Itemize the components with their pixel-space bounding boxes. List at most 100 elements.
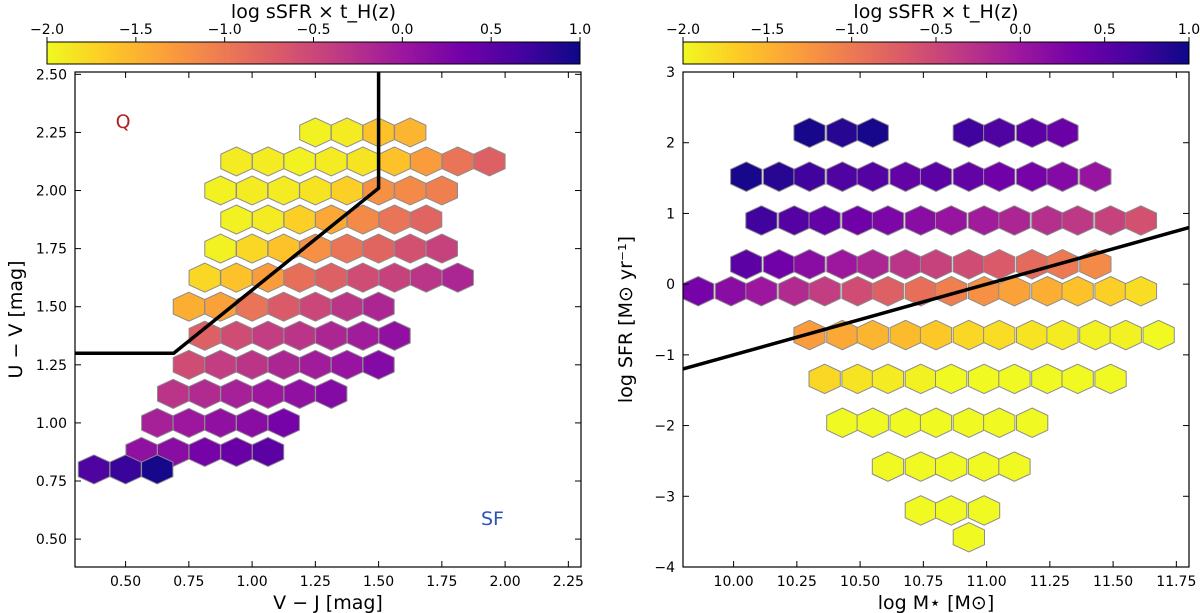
sfms-hexbin	[952, 522, 985, 553]
uvj-y-tick-label: 1.25	[36, 358, 67, 374]
uvj-x-tick-label: 2.00	[490, 574, 521, 590]
uvj-y-axis-label: U − V [mag]	[5, 261, 27, 379]
sfms-hexbin	[952, 161, 985, 192]
uvj-hexbin	[267, 349, 300, 380]
sfms-hexbin	[983, 319, 1016, 351]
uvj-hexbin	[236, 233, 269, 264]
uvj-x-tick-label: 1.00	[237, 574, 268, 590]
uvj-hexbin	[204, 349, 237, 380]
uvj-hexbin	[330, 291, 364, 322]
sfms-hexbin	[1016, 319, 1049, 351]
sfms-hexbin	[1109, 319, 1142, 351]
sfms-hexbin	[826, 117, 859, 149]
sfms-hexbin	[841, 205, 874, 236]
sfms-x-tick-label: 10.00	[714, 574, 754, 590]
sfms-hexbin	[826, 407, 859, 439]
uvj-colorbar-gradient	[46, 41, 581, 65]
sfms-hexbin	[967, 363, 1001, 395]
sfms-hexbin	[998, 363, 1031, 395]
uvj-hexbin	[378, 146, 411, 177]
uvj-colorbar-tick-label: 0.0	[391, 22, 413, 38]
uvj-region-label-sf: SF	[481, 508, 504, 530]
uvj-hexbin	[346, 320, 380, 351]
sfms-y-tick-label: −4	[654, 560, 675, 576]
uvj-hexbin	[441, 262, 474, 293]
uvj-hexbin	[315, 262, 348, 293]
sfms-hexbin	[714, 275, 748, 307]
sfms-hexbin	[745, 205, 778, 236]
sfms-hexbin	[778, 275, 811, 307]
sfms-hexbin	[952, 407, 985, 439]
sfms-hexbin	[856, 319, 889, 351]
uvj-hexbin	[204, 407, 237, 438]
sfms-hexbin	[889, 407, 922, 439]
sfms-hexbin	[793, 161, 826, 192]
uvj-hexbin	[204, 233, 237, 264]
uvj-hexbins	[77, 117, 506, 485]
uvj-hexbin	[362, 291, 395, 322]
sfms-colorbar-title: log sSFR × t_H(z)	[853, 1, 1018, 23]
sfms-hexbin	[967, 451, 1001, 482]
sfms-hexbin	[1124, 205, 1158, 236]
sfms-hexbin	[967, 205, 1001, 236]
uvj-x-tick-label: 1.25	[300, 574, 331, 590]
uvj-y-tick-label: 0.50	[36, 532, 67, 548]
sfms-y-tick-label: 1	[666, 206, 675, 222]
uvj-colorbar-tick-label: −1.5	[119, 22, 153, 38]
uvj-hexbin	[346, 262, 380, 293]
uvj-y-tick-label: 2.50	[36, 67, 67, 83]
uvj-hexbin	[236, 349, 269, 380]
sfms-hexbin	[1061, 363, 1094, 395]
uvj-hexbin	[188, 378, 221, 409]
sfms-hexbin	[998, 451, 1031, 482]
sfms-hexbin	[935, 205, 968, 236]
sfms-hexbin	[919, 319, 953, 351]
sfms-hexbin	[1079, 319, 1112, 351]
uvj-y-tick-label: 1.50	[36, 300, 67, 316]
sfms-hexbin	[1016, 161, 1049, 192]
uvj-hexbin	[204, 175, 237, 206]
sfms-x-tick-label: 10.75	[903, 574, 943, 590]
sfms-hexbin	[683, 275, 715, 307]
uvj-hexbin	[251, 378, 285, 409]
sfms-hexbin	[778, 205, 811, 236]
sfms-hexbin	[808, 275, 841, 307]
uvj-hexbin	[157, 378, 190, 409]
sfms-hexbin	[871, 205, 905, 236]
sfms-hexbin	[1031, 275, 1064, 307]
sfms-hexbin	[1061, 205, 1094, 236]
sfms-hexbin	[1016, 117, 1049, 149]
sfms-hexbin	[919, 249, 953, 280]
uvj-x-tick-label: 0.75	[173, 574, 204, 590]
uvj-hexbin	[299, 291, 332, 322]
sfms-hexbin	[967, 495, 1001, 526]
sfms-hexbin	[1079, 161, 1112, 192]
sfms-hexbin	[871, 275, 905, 307]
sfms-y-tick-label: 2	[666, 136, 675, 152]
uvj-hexbin	[251, 204, 285, 235]
sfms-hexbin	[983, 249, 1016, 280]
sfms-colorbar-tick-label: −1.5	[750, 22, 784, 38]
sfms-y-tick-label: −3	[654, 489, 675, 505]
sfms-colorbar-tick-label: −2.0	[666, 22, 700, 38]
sfms-hexbin	[871, 363, 905, 395]
uvj-hexbin	[283, 146, 316, 177]
sfms-hexbin	[998, 205, 1031, 236]
sfms-hexbin	[1046, 161, 1079, 192]
sfms-hexbin	[919, 161, 953, 192]
sfms-hexbin	[983, 117, 1016, 149]
sfms-colorbar-tick-label: 1.0	[1178, 22, 1200, 38]
sfms-x-tick-label: 11.75	[1156, 574, 1196, 590]
uvj-hexbin	[267, 175, 300, 206]
sfms-hexbin	[793, 249, 826, 280]
uvj-hexbin	[267, 407, 300, 438]
uvj-colorbar-tick-label: 0.5	[480, 22, 502, 38]
uvj-hexbin	[141, 454, 174, 485]
uvj-hexbin	[283, 204, 316, 235]
sfms-x-tick-label: 10.25	[777, 574, 817, 590]
uvj-hexbin	[220, 262, 253, 293]
sfms-hexbin	[808, 363, 841, 395]
uvj-hexbin	[346, 146, 380, 177]
sfms-hexbin	[904, 363, 937, 395]
sfms-hexbin	[871, 451, 905, 482]
